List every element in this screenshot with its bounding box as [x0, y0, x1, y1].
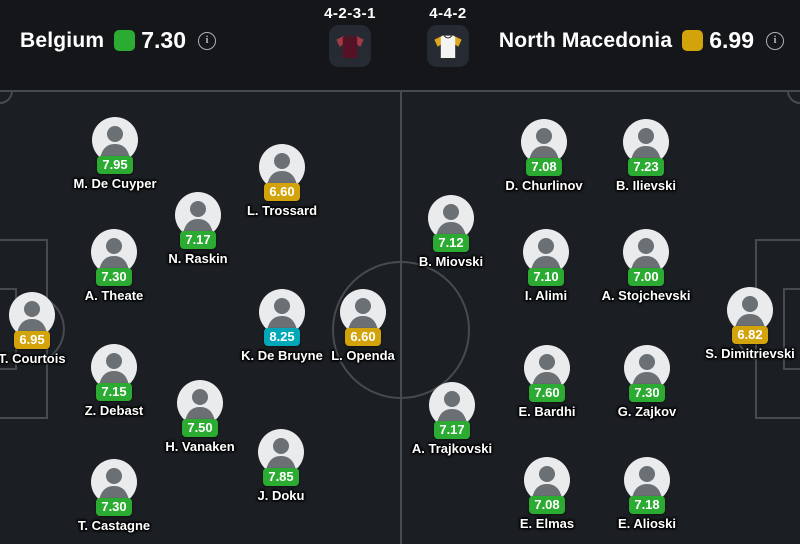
player-avatar: [340, 289, 386, 335]
player-rating-badge: 7.12: [433, 234, 469, 252]
info-icon[interactable]: i: [766, 31, 784, 50]
player-rating-badge: 7.15: [96, 383, 132, 401]
player-name: T. Castagne: [77, 518, 151, 533]
home-avg-rating: 7.30: [141, 27, 187, 53]
player-away-5[interactable]: 7.00 A. Stojchevski: [586, 229, 706, 303]
player-name: B. Miovski: [418, 254, 484, 269]
away-formation-block: 4-4-2: [406, 5, 490, 67]
player-avatar: [258, 429, 304, 475]
player-avatar: [92, 117, 138, 163]
player-rating-badge: 7.00: [628, 268, 664, 286]
player-rating-badge: 7.17: [180, 231, 216, 249]
player-rating-badge: 7.08: [526, 158, 562, 176]
away-shirt-icon: [434, 35, 462, 58]
player-rating-badge: 7.30: [96, 498, 132, 516]
player-name: L. Trossard: [246, 203, 318, 218]
player-away-9[interactable]: 7.08 E. Elmas: [487, 457, 607, 531]
player-rating-badge: 6.95: [14, 331, 50, 349]
player-away-3[interactable]: 7.12 B. Miovski: [391, 195, 511, 269]
player-home-9[interactable]: 7.85 J. Doku: [221, 429, 341, 503]
player-rating-badge: 6.82: [732, 326, 768, 344]
player-name: S. Dimitrievski: [705, 346, 795, 361]
player-rating-badge: 7.17: [434, 421, 470, 439]
player-rating-badge: 7.85: [263, 468, 299, 486]
lineups-header: Belgium 7.30 i 4-2-3-1 4-4-2: [0, 0, 800, 90]
player-rating-badge: 7.23: [628, 158, 664, 176]
player-home-2[interactable]: 7.30 A. Theate: [54, 229, 174, 303]
pitch: 6.95 T. Courtois 7.95 M. De Cuyper 7.30 …: [0, 90, 800, 544]
player-rating-badge: 6.60: [345, 328, 381, 346]
info-icon[interactable]: i: [198, 31, 217, 50]
player-home-0[interactable]: 6.95 T. Courtois: [0, 292, 92, 366]
player-home-8[interactable]: 8.25 K. De Bruyne: [222, 289, 342, 363]
player-away-6[interactable]: 7.60 E. Bardhi: [487, 345, 607, 419]
home-team-header: Belgium 7.30 i: [20, 27, 217, 54]
player-name: H. Vanaken: [165, 439, 235, 454]
player-rating-badge: 7.30: [96, 268, 132, 286]
player-rating-badge: 7.10: [528, 268, 564, 286]
home-shirt-icon: [336, 35, 364, 58]
player-avatar: [624, 345, 670, 391]
player-name: G. Zajkov: [617, 404, 677, 419]
player-name: N. Raskin: [168, 251, 228, 266]
player-away-4[interactable]: 7.10 I. Alimi: [486, 229, 606, 303]
player-rating-badge: 7.95: [97, 156, 133, 174]
away-team-name: North Macedonia: [498, 28, 673, 52]
home-jersey-icon: [329, 25, 371, 67]
player-home-4[interactable]: 7.30 T. Castagne: [54, 459, 174, 533]
home-formation-block: 4-2-3-1: [308, 5, 392, 67]
player-rating-badge: 8.25: [264, 328, 300, 346]
player-name: L. Openda: [331, 348, 395, 363]
player-avatar: [524, 457, 570, 503]
home-formation-label: 4-2-3-1: [324, 5, 376, 22]
player-away-7[interactable]: 7.30 G. Zajkov: [587, 345, 707, 419]
player-avatar: [623, 119, 669, 165]
player-name: E. Bardhi: [518, 404, 576, 419]
player-away-2[interactable]: 7.23 B. Ilievski: [586, 119, 706, 193]
player-away-0[interactable]: 6.82 S. Dimitrievski: [690, 287, 800, 361]
player-name: B. Ilievski: [616, 178, 676, 193]
player-away-10[interactable]: 7.18 E. Alioski: [587, 457, 707, 531]
player-rating-badge: 7.30: [629, 384, 665, 402]
player-name: E. Alioski: [617, 516, 677, 531]
player-home-6[interactable]: 7.50 H. Vanaken: [140, 380, 260, 454]
away-rating-chip: [682, 30, 704, 51]
player-home-3[interactable]: 7.15 Z. Debast: [54, 344, 174, 418]
player-home-7[interactable]: 6.60 L. Trossard: [222, 144, 342, 218]
away-jersey-icon: [427, 25, 469, 67]
player-home-5[interactable]: 7.17 N. Raskin: [138, 192, 258, 266]
player-name: K. De Bruyne: [241, 348, 323, 363]
home-rating-chip: [114, 30, 136, 51]
player-rating-badge: 7.50: [182, 419, 218, 437]
player-name: J. Doku: [257, 488, 305, 503]
player-name: Z. Debast: [84, 403, 144, 418]
player-rating-badge: 7.18: [629, 496, 665, 514]
away-formation-label: 4-4-2: [429, 5, 467, 22]
player-home-1[interactable]: 7.95 M. De Cuyper: [55, 117, 175, 191]
player-name: M. De Cuyper: [73, 176, 157, 191]
player-name: A. Stojchevski: [601, 288, 691, 303]
away-team-header: North Macedonia 6.99 i: [499, 27, 784, 54]
player-name: I. Alimi: [524, 288, 568, 303]
player-name: T. Courtois: [0, 351, 66, 366]
player-home-10[interactable]: 6.60 L. Openda: [303, 289, 423, 363]
away-avg-rating: 6.99: [709, 27, 754, 53]
player-rating-badge: 7.08: [529, 496, 565, 514]
home-team-name: Belgium: [20, 28, 105, 52]
player-away-8[interactable]: 7.17 A. Trajkovski: [392, 382, 512, 456]
player-rating-badge: 7.60: [529, 384, 565, 402]
player-avatar: [428, 195, 474, 241]
player-name: A. Trajkovski: [411, 441, 493, 456]
player-name: A. Theate: [84, 288, 144, 303]
player-away-1[interactable]: 7.08 D. Churlinov: [484, 119, 604, 193]
player-rating-badge: 6.60: [264, 183, 300, 201]
player-name: E. Elmas: [519, 516, 575, 531]
player-name: D. Churlinov: [505, 178, 583, 193]
